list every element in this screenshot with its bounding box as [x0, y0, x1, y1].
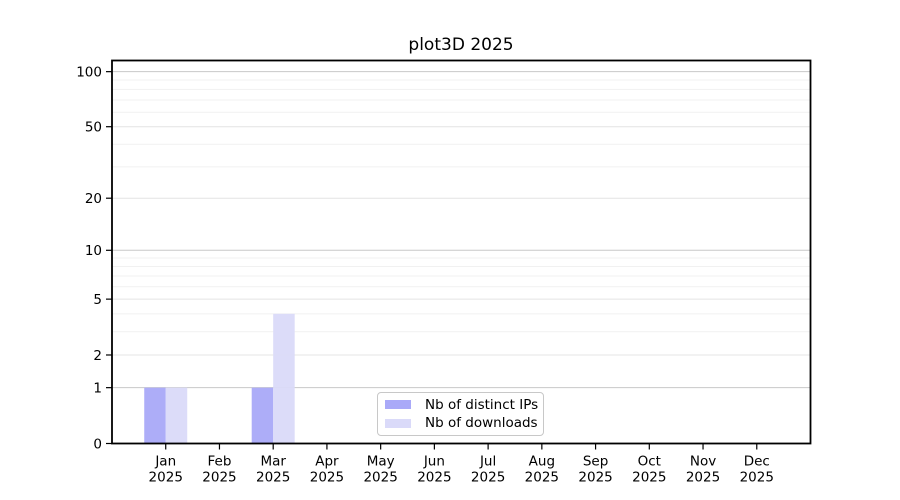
- x-tick-label-year: 2025: [149, 470, 183, 486]
- x-tick-label-month: Jan: [154, 454, 176, 470]
- x-tick-label-year: 2025: [256, 470, 290, 486]
- y-tick-label: 20: [85, 191, 102, 207]
- x-tick-label-year: 2025: [363, 470, 397, 486]
- x-tick-label-year: 2025: [310, 470, 344, 486]
- x-tick-label-month: May: [367, 454, 395, 470]
- bar-mar-series1: [273, 313, 295, 444]
- x-tick-label-month: Oct: [638, 454, 661, 470]
- x-tick-label-year: 2025: [632, 470, 666, 486]
- y-tick-label: 50: [85, 120, 102, 136]
- legend-label-distinct-ips: Nb of distinct IPs: [425, 396, 539, 413]
- legend-swatch-downloads: [385, 418, 411, 428]
- x-tick-label-month: Dec: [744, 454, 770, 470]
- x-tick-label-year: 2025: [740, 470, 774, 486]
- y-tick-label: 5: [93, 292, 102, 308]
- legend-swatch-distinct-ips: [385, 400, 411, 410]
- y-tick-label: 100: [76, 64, 102, 80]
- x-tick-label-year: 2025: [525, 470, 559, 486]
- legend-item-distinct-ips: Nb of distinct IPs: [385, 396, 543, 414]
- x-tick-label-month: Apr: [315, 454, 339, 470]
- legend-item-downloads: Nb of downloads: [385, 414, 543, 432]
- legend-label-downloads: Nb of downloads: [425, 415, 538, 432]
- x-tick-label-month: Jul: [479, 454, 496, 470]
- x-tick-label-year: 2025: [417, 470, 451, 486]
- x-tick-label-month: Mar: [260, 454, 286, 470]
- y-tick-label: 10: [85, 243, 102, 259]
- x-tick-label-year: 2025: [686, 470, 720, 486]
- x-tick-label-year: 2025: [471, 470, 505, 486]
- x-tick-label-year: 2025: [202, 470, 236, 486]
- x-tick-label-month: Sep: [583, 454, 608, 470]
- x-tick-label-year: 2025: [578, 470, 612, 486]
- chart-title: plot3D 2025: [408, 35, 514, 55]
- axes-frame: [111, 59, 812, 445]
- y-tick-label: 2: [93, 348, 102, 364]
- y-tick-label: 0: [93, 436, 102, 452]
- bar-mar-series0: [251, 387, 274, 444]
- legend: Nb of distinct IPs Nb of downloads: [377, 392, 544, 436]
- x-tick-label-month: Nov: [690, 454, 716, 470]
- bar-jan-series0: [144, 387, 166, 444]
- bar-jan-series1: [165, 387, 188, 444]
- x-tick-label-month: Jun: [423, 454, 445, 470]
- x-tick-label-month: Aug: [529, 454, 555, 470]
- y-tick-label: 1: [93, 380, 102, 396]
- x-tick-label-month: Feb: [208, 454, 232, 470]
